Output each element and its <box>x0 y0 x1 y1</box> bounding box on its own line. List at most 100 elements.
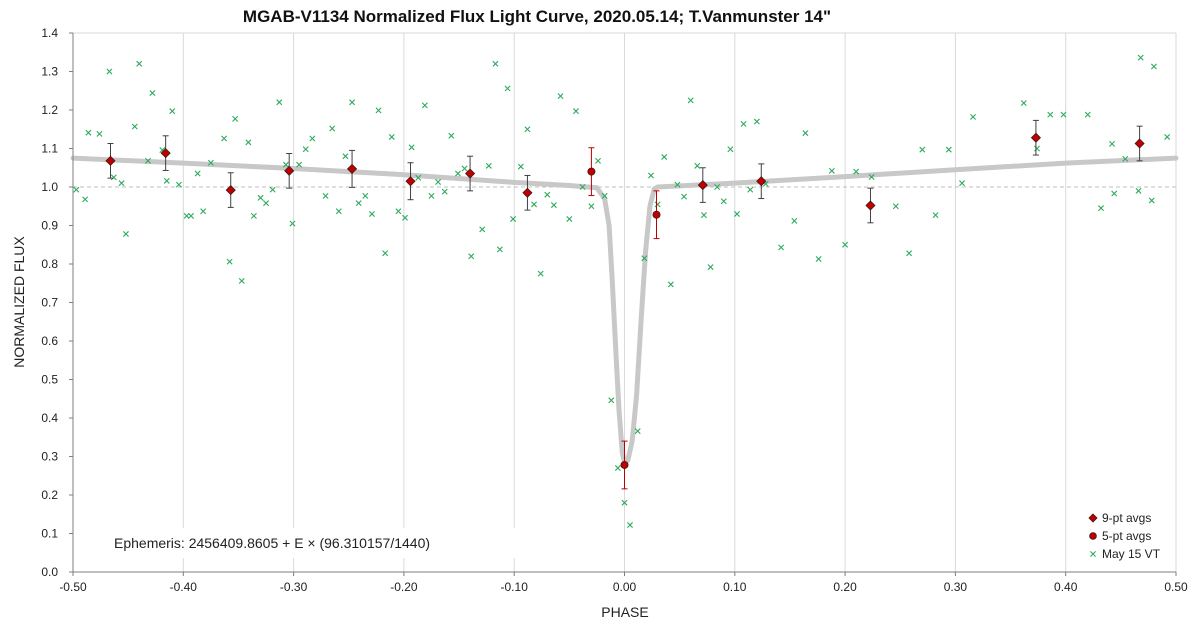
x-tick-label: -0.50 <box>59 580 87 594</box>
raw-data-point <box>588 203 595 210</box>
raw-data-point <box>118 180 125 187</box>
raw-data-point <box>707 264 714 271</box>
raw-data-point <box>388 133 395 140</box>
raw-data-point <box>309 135 316 142</box>
raw-data-point <box>747 186 754 193</box>
avg9-point <box>1030 132 1041 143</box>
y-tick-label: 0.3 <box>41 450 58 464</box>
raw-data-point <box>145 157 151 164</box>
raw-data-point <box>740 120 747 127</box>
y-tick-label: 1.2 <box>41 103 58 117</box>
y-tick-label: 0.1 <box>41 527 58 541</box>
raw-data-point <box>868 174 875 180</box>
avg9-point <box>346 163 358 174</box>
raw-data-point <box>1137 54 1144 61</box>
raw-data-point <box>355 200 362 207</box>
raw-points-layer <box>73 54 1171 529</box>
avg9-point <box>522 187 533 198</box>
raw-data-point <box>269 186 276 193</box>
raw-data-point <box>557 93 564 100</box>
raw-data-point <box>169 108 176 115</box>
y-tick-label: 1.4 <box>41 26 58 40</box>
raw-data-point <box>461 165 468 172</box>
x-tick-label: -0.30 <box>280 580 308 594</box>
raw-data-point <box>734 210 740 217</box>
raw-data-point <box>415 174 422 181</box>
x-tick-label: 0.50 <box>1164 580 1188 594</box>
raw-data-point <box>188 212 195 219</box>
raw-data-point <box>296 161 303 168</box>
legend-marker-raw <box>1090 551 1096 557</box>
y-tick-label: 1.1 <box>41 142 58 156</box>
raw-data-point <box>232 115 239 122</box>
raw-data-point <box>408 144 415 151</box>
raw-data-point <box>492 60 499 67</box>
x-tick-label: 0.00 <box>613 580 637 594</box>
raw-data-point <box>970 113 977 120</box>
raw-data-point <box>1098 205 1104 212</box>
y-tick-label: 1.3 <box>41 65 58 79</box>
avg9-point <box>284 165 295 176</box>
raw-data-point <box>479 226 486 233</box>
raw-data-point <box>661 153 668 160</box>
x-tick-label: 0.20 <box>833 580 857 594</box>
raw-data-point <box>368 210 375 217</box>
raw-data-point <box>667 281 674 288</box>
raw-data-point <box>828 167 835 174</box>
raw-data-point <box>892 203 899 210</box>
raw-data-point <box>342 153 349 160</box>
y-tick-label: 0.7 <box>41 296 58 310</box>
raw-data-point <box>485 162 492 169</box>
legend-label-avg5: 5-pt avgs <box>1102 529 1151 543</box>
raw-data-point <box>815 256 822 262</box>
raw-data-point <box>537 270 544 277</box>
raw-data-point <box>238 277 245 284</box>
raw-data-point <box>802 130 809 137</box>
x-axis-title: PHASE <box>601 604 648 620</box>
avg5-point <box>652 210 661 219</box>
x-tick-label: 0.10 <box>723 580 747 594</box>
raw-data-point <box>932 212 939 219</box>
raw-data-point <box>454 170 461 177</box>
raw-data-point <box>110 174 117 181</box>
raw-data-point <box>906 250 913 257</box>
raw-data-point <box>375 107 382 114</box>
raw-data-point <box>163 177 170 184</box>
raw-data-point <box>778 244 785 251</box>
raw-data-point <box>282 161 289 168</box>
raw-data-point <box>106 68 113 75</box>
raw-data-point <box>687 97 694 104</box>
raw-data-point <box>720 198 727 205</box>
avg9-point <box>1134 138 1145 149</box>
raw-data-point <box>945 146 952 153</box>
avg9-point <box>160 148 171 159</box>
y-tick-label: 1.0 <box>41 180 58 194</box>
raw-data-point <box>572 108 579 115</box>
raw-data-point <box>96 130 103 137</box>
raw-data-point <box>1111 190 1118 197</box>
raw-data-point <box>82 196 89 203</box>
raw-data-point <box>842 241 849 248</box>
raw-data-point <box>641 255 648 262</box>
raw-data-point <box>566 215 573 222</box>
raw-data-point <box>496 246 503 253</box>
x-tick-label: -0.10 <box>501 580 529 594</box>
raw-data-point <box>322 192 329 199</box>
raw-data-point <box>1084 111 1091 118</box>
raw-data-point <box>441 188 448 195</box>
raw-data-point <box>149 90 156 97</box>
raw-data-point <box>1047 111 1054 118</box>
ephemeris-background <box>104 528 569 558</box>
y-tick-label: 0.4 <box>41 411 58 425</box>
raw-data-point <box>727 146 734 153</box>
avg9-point <box>756 176 767 187</box>
raw-data-point <box>753 118 760 125</box>
legend-marker-avg9 <box>1088 513 1098 523</box>
raw-data-point <box>1164 133 1171 140</box>
raw-data-point <box>634 428 641 435</box>
raw-data-point <box>1135 187 1142 194</box>
raw-data-point <box>122 230 129 237</box>
avg9-point <box>465 168 476 179</box>
